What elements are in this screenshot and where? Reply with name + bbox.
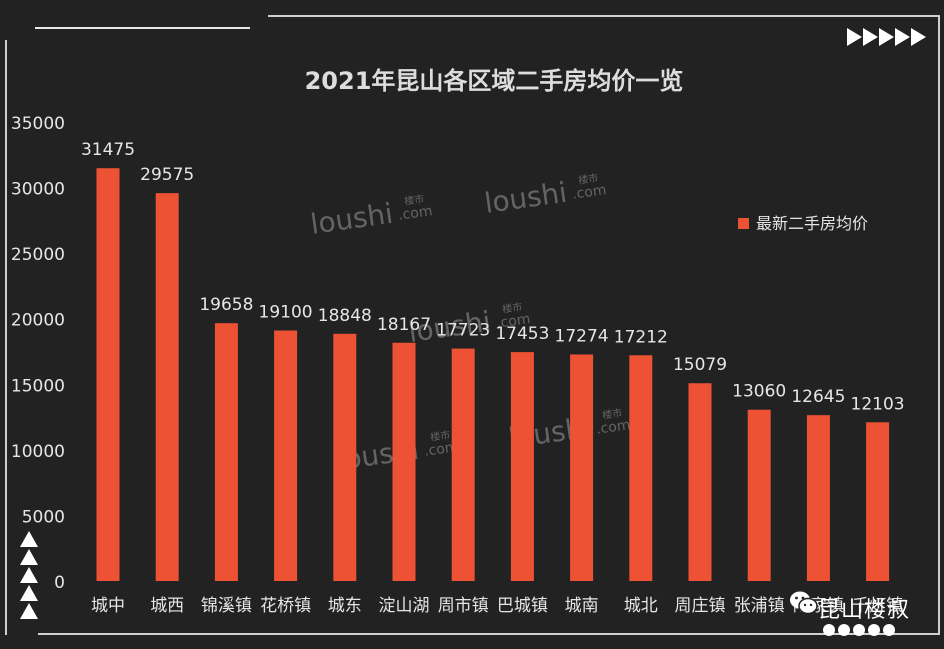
- arrow-up-icon: [20, 567, 38, 583]
- data-label: 31475: [81, 140, 135, 160]
- x-tick-label: 城南: [565, 596, 599, 616]
- data-label: 18167: [377, 315, 431, 335]
- bar: [866, 422, 890, 581]
- watermark-main: loushi: [308, 197, 395, 241]
- watermark-suffix: .com: [423, 439, 459, 460]
- y-tick-label: 0: [54, 573, 65, 593]
- x-tick-label: 城东: [328, 596, 362, 616]
- bar: [214, 323, 238, 581]
- data-label: 19658: [199, 295, 253, 315]
- title-accent-line: [35, 27, 250, 29]
- watermark-cn: 楼市: [577, 171, 599, 187]
- legend: 最新二手房均价: [738, 214, 868, 233]
- data-label: 17274: [555, 326, 609, 346]
- data-label: 17212: [614, 327, 668, 347]
- watermark-cn: 楼市: [501, 300, 523, 316]
- x-tick-label: 千灯镇: [852, 596, 903, 616]
- y-tick-label: 30000: [11, 180, 65, 200]
- watermark-suffix: .com: [595, 417, 631, 438]
- x-tick-label: 锦溪镇: [201, 596, 252, 616]
- x-tick-label: 城西: [150, 596, 184, 616]
- x-tick-label: 张浦镇: [734, 596, 785, 616]
- x-tick-label: 周市镇: [438, 596, 489, 616]
- arrow-right-icon: [847, 28, 862, 46]
- watermark-cn: 楼市: [403, 192, 425, 208]
- wechat-icon: [790, 591, 818, 615]
- frame-left-line: [5, 40, 7, 635]
- data-label: 17723: [436, 321, 490, 341]
- brand-dots: [823, 624, 895, 636]
- y-tick-label: 10000: [11, 442, 65, 462]
- data-label: 13060: [732, 382, 786, 402]
- arrow-right-icon: [863, 28, 878, 46]
- data-label: 12103: [851, 394, 905, 414]
- watermark-main: loushi: [482, 176, 569, 220]
- y-axis-ticks: 0 5000 10000 15000 20000 25000 30000 35000: [11, 114, 65, 593]
- y-tick-label: 20000: [11, 311, 65, 331]
- bars: [96, 168, 890, 582]
- frame-right-line: [938, 15, 940, 635]
- arrow-up-icon: [20, 603, 38, 619]
- arrow-right-icon: [911, 28, 926, 46]
- y-tick-label: 25000: [11, 245, 65, 265]
- data-label: 12645: [791, 387, 845, 407]
- x-tick-label: 周庄镇: [675, 596, 726, 616]
- bar: [96, 168, 120, 582]
- bar: [806, 415, 830, 581]
- bar: [510, 352, 534, 581]
- bar: [392, 342, 416, 581]
- legend-swatch: [738, 218, 749, 229]
- x-tick-label: 城中: [91, 596, 125, 616]
- bar: [155, 193, 179, 581]
- watermark-suffix: .com: [571, 182, 607, 203]
- watermark-suffix: .com: [397, 203, 433, 224]
- arrow-up-icon: [20, 585, 38, 601]
- arrow-up-icon: [20, 549, 38, 565]
- brand-name: 昆山楼叔: [818, 598, 911, 623]
- y-tick-label: 35000: [11, 114, 65, 134]
- bar: [570, 354, 594, 581]
- y-tick-label: 5000: [22, 507, 65, 527]
- x-tick-label: 淀山湖: [379, 596, 430, 616]
- decoration: [20, 28, 926, 619]
- legend-label: 最新二手房均价: [756, 214, 868, 233]
- bar: [629, 355, 653, 581]
- bar: [333, 333, 357, 581]
- x-axis-labels: 城中 城西 锦溪镇 花桥镇 城东 淀山湖 周市镇 巴城镇 城南 城北 周庄镇 张浦镇 陆家镇 千灯镇: [91, 596, 903, 616]
- x-tick-label: 城北: [624, 596, 658, 616]
- arrow-right-icon: [895, 28, 910, 46]
- data-label: 29575: [140, 165, 194, 185]
- arrow-right-icon: [879, 28, 894, 46]
- data-label: 18848: [318, 306, 372, 326]
- watermark-cn: 楼市: [601, 406, 623, 422]
- x-tick-label: 巴城镇: [497, 596, 548, 616]
- bar: [747, 409, 771, 581]
- x-tick-label: 花桥镇: [260, 596, 311, 616]
- watermark-cn: 楼市: [429, 428, 451, 444]
- bar: [274, 330, 298, 581]
- chart-title: 2021年昆山各区域二手房均价一览: [305, 67, 684, 95]
- bar: [451, 348, 475, 581]
- data-label: 19100: [259, 303, 313, 323]
- frame-top-line: [268, 15, 940, 17]
- watermark-suffix: .com: [495, 311, 531, 332]
- y-tick-label: 15000: [11, 376, 65, 396]
- arrow-up-icon: [20, 531, 38, 547]
- frame-bottom-line: [38, 633, 940, 635]
- bar: [688, 383, 712, 581]
- data-label: 15079: [673, 355, 727, 375]
- data-label: 17453: [495, 324, 549, 344]
